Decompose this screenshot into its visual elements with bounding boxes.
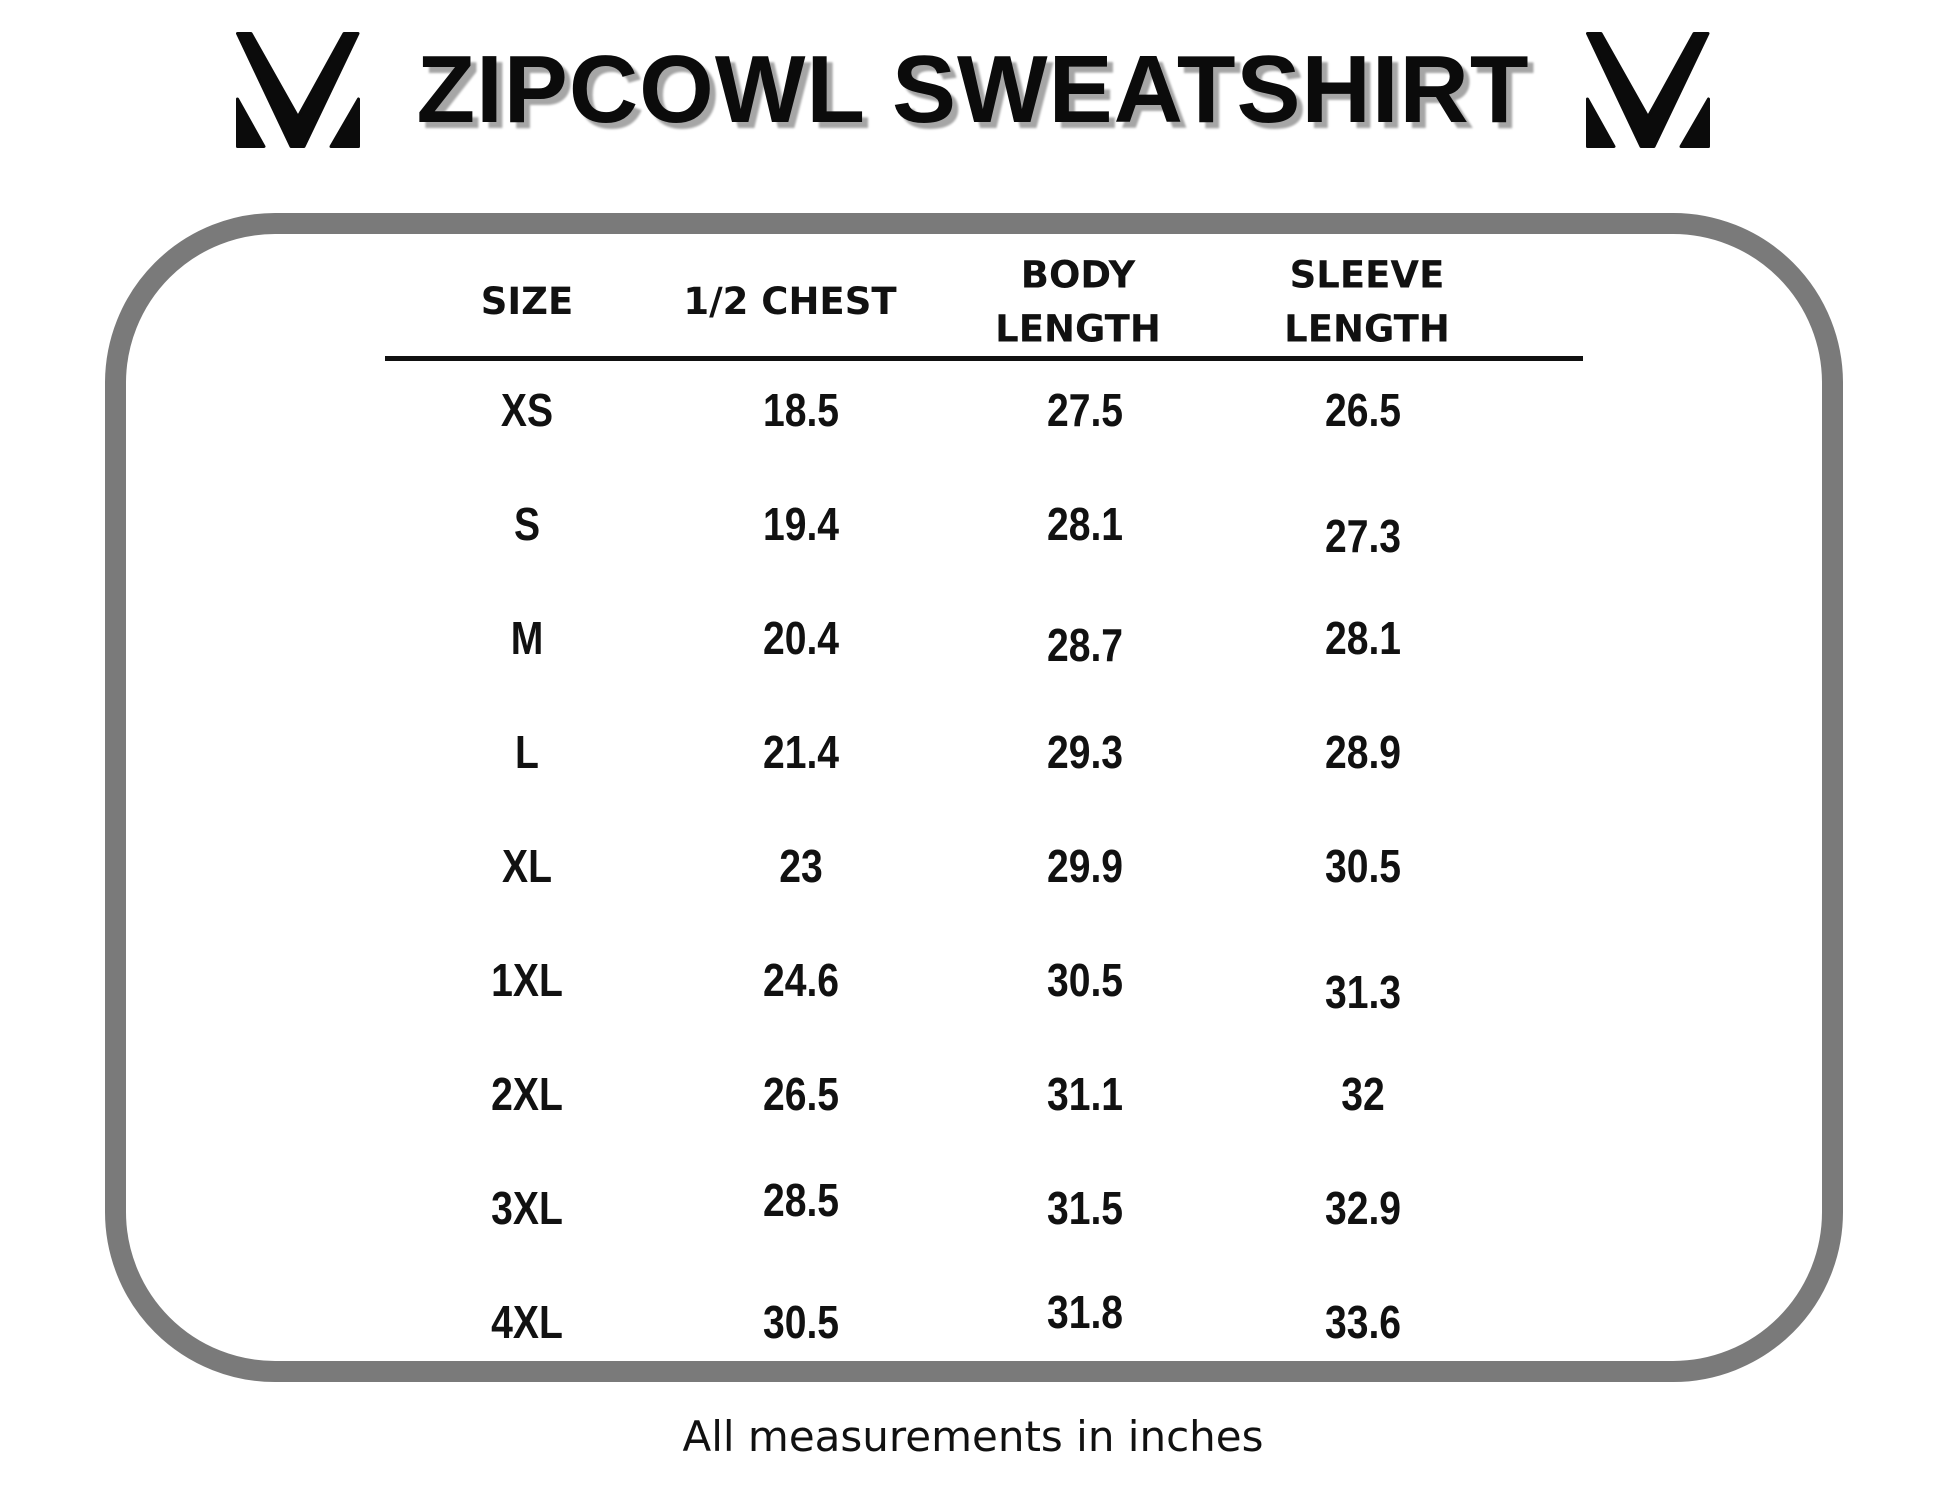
table-cell: 20.4 bbox=[762, 612, 840, 664]
table-cell: 31.5 bbox=[1046, 1182, 1124, 1234]
table-cell: 21.4 bbox=[762, 726, 840, 778]
table-cell: 26.5 bbox=[762, 1068, 840, 1120]
page-header: ZIPCOWL SWEATSHIRT bbox=[0, 32, 1946, 148]
row-label-2xl: 2XL bbox=[491, 1068, 563, 1120]
table-cell: 26.5 bbox=[1324, 384, 1402, 436]
table-cell: 18.5 bbox=[762, 384, 840, 436]
table-cell: 32.9 bbox=[1324, 1182, 1402, 1234]
row-label-3xl: 3XL bbox=[491, 1182, 563, 1234]
row-label-4xl: 4XL bbox=[491, 1296, 563, 1348]
table-cell: 30.5 bbox=[1324, 840, 1402, 892]
table-cell: 23 bbox=[779, 840, 823, 892]
column-header-sleeve-length: SLEEVE LENGTH bbox=[1284, 253, 1450, 350]
mv-monogram-icon bbox=[1585, 32, 1710, 148]
mv-monogram-icon bbox=[236, 32, 361, 148]
row-label-xl: XL bbox=[502, 840, 552, 892]
row-label-m: M bbox=[510, 612, 544, 664]
size-chart-panel bbox=[105, 213, 1843, 1382]
row-label-xs: XS bbox=[500, 384, 554, 436]
row-label-s: S bbox=[513, 498, 541, 550]
row-label-l: L bbox=[515, 726, 539, 778]
table-cell: 30.5 bbox=[762, 1296, 840, 1348]
table-cell: 28.9 bbox=[1324, 726, 1402, 778]
table-cell: 30.5 bbox=[1046, 954, 1124, 1006]
table-cell: 28.7 bbox=[1046, 619, 1124, 671]
table-cell: 32 bbox=[1341, 1068, 1385, 1120]
table-cell: 33.6 bbox=[1324, 1296, 1402, 1348]
table-cell: 29.3 bbox=[1046, 726, 1124, 778]
footer-note: All measurements in inches bbox=[682, 1412, 1264, 1461]
table-cell: 27.3 bbox=[1324, 510, 1402, 562]
table-cell: 31.3 bbox=[1324, 966, 1402, 1018]
table-cell: 28.5 bbox=[762, 1174, 840, 1226]
page-title: ZIPCOWL SWEATSHIRT bbox=[416, 36, 1530, 144]
table-cell: 19.4 bbox=[762, 498, 840, 550]
brand-logo-right bbox=[1585, 32, 1710, 148]
column-header-body-length: BODY LENGTH bbox=[995, 253, 1161, 350]
brand-logo-left bbox=[236, 32, 361, 148]
table-cell: 24.6 bbox=[762, 954, 840, 1006]
column-header-size: SIZE bbox=[480, 280, 574, 324]
row-label-1xl: 1XL bbox=[491, 954, 563, 1006]
table-cell: 31.1 bbox=[1046, 1068, 1124, 1120]
column-header-1-2-chest: 1/2 CHEST bbox=[683, 280, 897, 324]
header-rule bbox=[385, 356, 1583, 361]
table-cell: 27.5 bbox=[1046, 384, 1124, 436]
table-cell: 31.8 bbox=[1046, 1286, 1124, 1338]
table-cell: 29.9 bbox=[1046, 840, 1124, 892]
table-cell: 28.1 bbox=[1046, 498, 1124, 550]
table-cell: 28.1 bbox=[1324, 612, 1402, 664]
